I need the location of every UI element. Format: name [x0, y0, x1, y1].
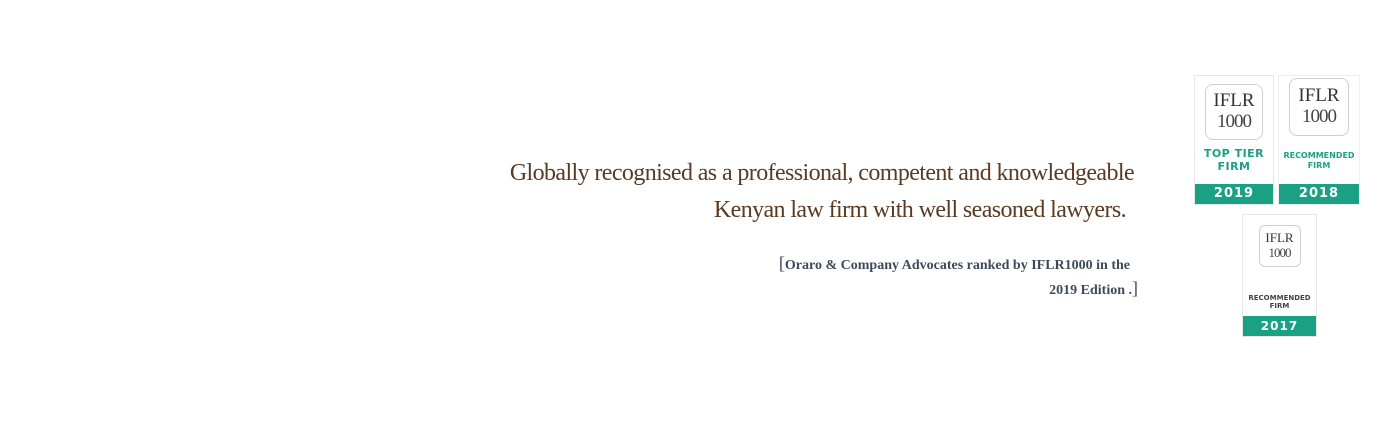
iflr1000-logo: IFLR 1000: [1258, 225, 1301, 267]
logo-text-1000: 1000: [1302, 106, 1337, 127]
badge-label: RECOMMENDED FIRM: [1243, 294, 1316, 310]
logo-text-1000: 1000: [1268, 245, 1292, 260]
logo-text-iflr: IFLR: [1265, 230, 1294, 245]
tagline-line-1: Globally recognised as a professional, c…: [509, 160, 1135, 186]
badge-label-line-2: FIRM: [1307, 161, 1331, 170]
badge-label-line-1: TOP TIER: [1203, 147, 1265, 160]
open-bracket: [: [778, 253, 785, 273]
iflr-badge-2019: IFLR 1000 TOP TIER FIRM 2019: [1194, 75, 1274, 205]
badge-label-line-2: FIRM: [1269, 302, 1290, 310]
badge-year: 2018: [1279, 184, 1359, 204]
ranking-row-2: 2019 Edition .]: [678, 277, 1138, 302]
iflr-badge-2017: IFLR 1000 RECOMMENDED FIRM 2017: [1242, 214, 1317, 337]
close-bracket: ]: [1132, 278, 1138, 298]
logo-text-1000: 1000: [1217, 111, 1252, 132]
tagline: Globally recognised as a professional, c…: [454, 155, 1135, 229]
ranking-line-2: 2019 Edition .: [1049, 283, 1132, 298]
badge-label-line-2: FIRM: [1217, 160, 1251, 173]
iflr1000-logo: IFLR 1000: [1205, 84, 1263, 140]
iflr-badge-2018: IFLR 1000 RECOMMENDED FIRM 2018: [1278, 75, 1360, 205]
tagline-line-2: Kenyan law firm with well seasoned lawye…: [713, 197, 1127, 223]
ranking-row-1: [Oraro & Company Advocates ranked by IFL…: [678, 252, 1138, 277]
ranking-note: [Oraro & Company Advocates ranked by IFL…: [678, 252, 1138, 302]
logo-text-iflr: IFLR: [1213, 90, 1255, 111]
badge-label-line-1: RECOMMENDED: [1283, 151, 1355, 160]
badge-year: 2017: [1243, 316, 1316, 336]
badge-year: 2019: [1195, 184, 1273, 204]
badge-label-line-1: RECOMMENDED: [1248, 294, 1311, 302]
badge-label: RECOMMENDED FIRM: [1279, 151, 1359, 171]
logo-text-iflr: IFLR: [1298, 85, 1340, 106]
badge-label: TOP TIER FIRM: [1195, 147, 1273, 173]
ranking-line-1: Oraro & Company Advocates ranked by IFLR…: [784, 258, 1130, 273]
iflr1000-logo: IFLR 1000: [1289, 78, 1349, 136]
